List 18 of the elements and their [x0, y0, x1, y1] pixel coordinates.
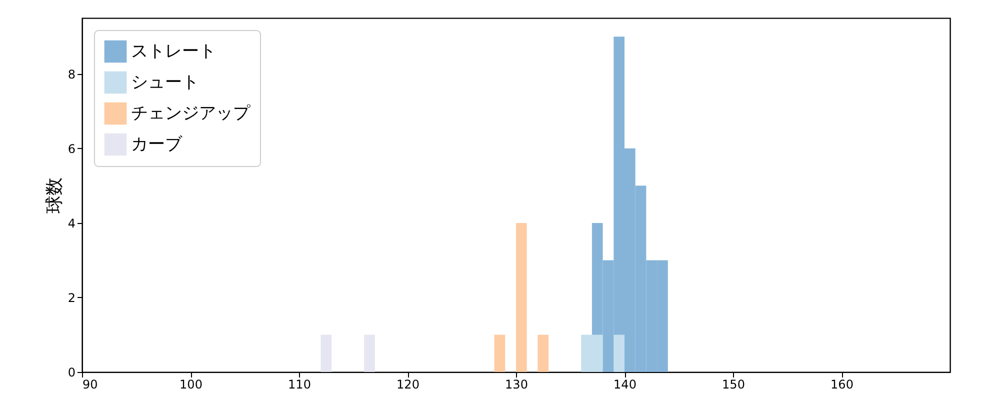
x-tick-label: 160	[830, 378, 854, 392]
y-tick-label: 0	[68, 366, 76, 380]
y-tick-label: 6	[68, 142, 76, 156]
x-tick-label: 130	[505, 378, 528, 392]
y-tick-label: 4	[68, 216, 76, 230]
legend-label: シュート	[131, 72, 199, 92]
x-tick-label: 140	[614, 378, 636, 392]
y-tick-label: 8	[68, 67, 76, 82]
x-tick-label: 150	[722, 378, 745, 392]
x-tick-label: 90	[82, 378, 98, 392]
legend-label: チェンジアップ	[131, 104, 251, 124]
y-axis-title: 球数	[44, 178, 65, 214]
legend-label: カーブ	[131, 134, 183, 154]
y-tick-label: 2	[68, 290, 76, 305]
x-tick-label: 120	[396, 378, 420, 392]
legend-label: ストレート	[131, 42, 216, 62]
x-tick-label: 110	[288, 378, 311, 392]
x-tick-label: 100	[180, 378, 202, 392]
